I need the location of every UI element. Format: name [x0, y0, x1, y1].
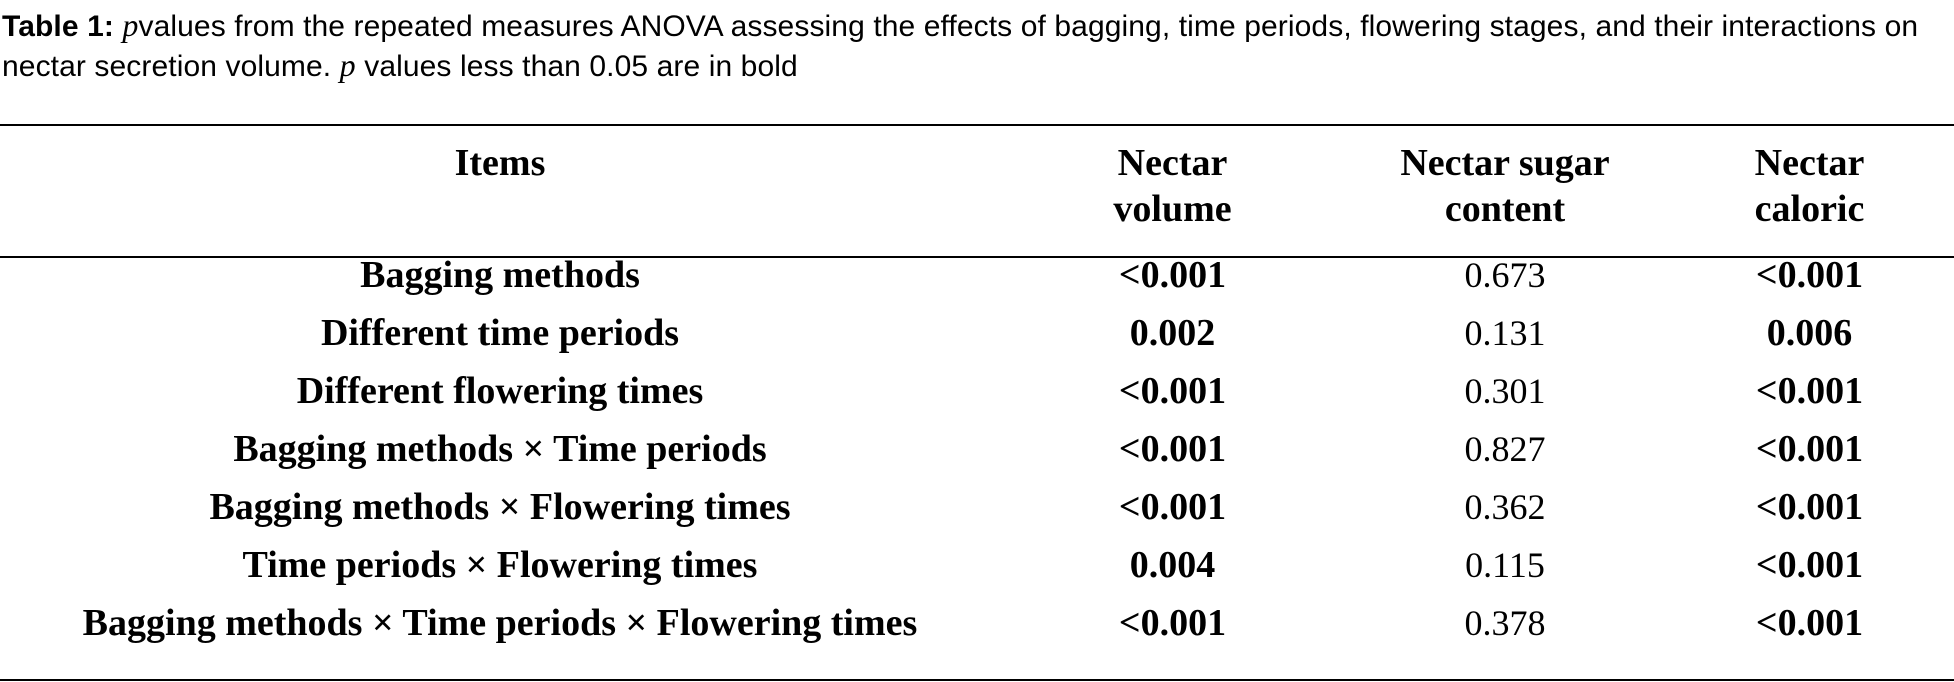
row-volume: <0.001: [1118, 602, 1227, 644]
row-caloric: <0.001: [1755, 486, 1864, 528]
table-row: Bagging methods × Flowering times <0.001…: [0, 478, 1954, 536]
header-nectar-caloric: Nectar caloric: [1665, 126, 1954, 242]
row-sugar: 0.673: [1464, 255, 1546, 295]
header-volume-line2: volume: [1113, 188, 1232, 230]
row-volume: <0.001: [1118, 370, 1227, 412]
row-volume: <0.001: [1118, 486, 1227, 528]
row-caloric: <0.001: [1755, 602, 1864, 644]
header-items-label: Items: [454, 142, 546, 184]
table-bottom-rule: [0, 679, 1954, 681]
row-item: Bagging methods × Time periods × Floweri…: [82, 602, 918, 644]
row-volume: 0.004: [1129, 544, 1216, 586]
header-caloric-line2: caloric: [1754, 188, 1865, 230]
table-row: Bagging methods <0.001 0.673 <0.001: [0, 242, 1954, 304]
caption-label: Table 1:: [2, 10, 114, 43]
caption-text-1: values from the repeated measures ANOVA …: [2, 10, 1919, 83]
row-item: Bagging methods × Time periods: [233, 428, 767, 470]
row-volume: <0.001: [1118, 428, 1227, 470]
row-item: Bagging methods: [360, 254, 640, 296]
header-nectar-volume: Nectar volume: [1000, 126, 1345, 242]
row-sugar: 0.362: [1464, 487, 1546, 527]
header-volume-line1: Nectar: [1117, 142, 1228, 184]
anova-table: Items Nectar volume Nectar sugar content…: [0, 126, 1954, 652]
row-volume: <0.001: [1118, 254, 1227, 296]
table-row: Bagging methods × Time periods <0.001 0.…: [0, 420, 1954, 478]
row-caloric: 0.006: [1766, 312, 1853, 354]
row-caloric: <0.001: [1755, 254, 1864, 296]
header-caloric-line1: Nectar: [1754, 142, 1865, 184]
table-caption: Table 1: pvalues from the repeated measu…: [2, 6, 1952, 86]
row-sugar: 0.378: [1464, 603, 1546, 643]
table-row: Bagging methods × Time periods × Floweri…: [0, 594, 1954, 652]
table-header-rule: [0, 256, 1954, 258]
row-sugar: 0.301: [1464, 371, 1546, 411]
row-volume: 0.002: [1129, 312, 1216, 354]
table-header-row: Items Nectar volume Nectar sugar content…: [0, 126, 1954, 242]
header-sugar-line2: content: [1444, 188, 1566, 230]
table-row: Different flowering times <0.001 0.301 <…: [0, 362, 1954, 420]
row-caloric: <0.001: [1755, 428, 1864, 470]
caption-p-italic: p: [122, 7, 139, 43]
header-items: Items: [0, 126, 1000, 242]
row-caloric: <0.001: [1755, 544, 1864, 586]
row-caloric: <0.001: [1755, 370, 1864, 412]
header-nectar-sugar: Nectar sugar content: [1345, 126, 1665, 242]
header-sugar-line1: Nectar sugar: [1400, 142, 1610, 184]
caption-text-2: values less than 0.05 are in bold: [364, 50, 798, 83]
row-sugar: 0.115: [1465, 545, 1545, 585]
table-row: Time periods × Flowering times 0.004 0.1…: [0, 536, 1954, 594]
row-item: Different time periods: [320, 312, 680, 354]
row-item: Bagging methods × Flowering times: [209, 486, 791, 528]
table-top-rule: [0, 124, 1954, 126]
row-item: Different flowering times: [296, 370, 704, 412]
table-row: Different time periods 0.002 0.131 0.006: [0, 304, 1954, 362]
row-sugar: 0.827: [1464, 429, 1546, 469]
row-item: Time periods × Flowering times: [242, 544, 758, 586]
caption-p-italic-2: p: [339, 47, 356, 83]
row-sugar: 0.131: [1464, 313, 1546, 353]
